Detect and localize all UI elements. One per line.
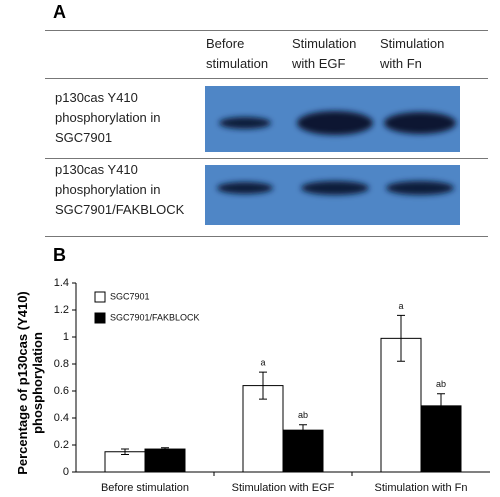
legend-label: SGC7901	[110, 291, 150, 301]
panel-label: B	[53, 245, 66, 265]
chart: 0 0.2 0.4 0.6 0.8 1 1.2 1.4 Before stimulation St…	[54, 277, 490, 494]
y-tick-label: 1.2	[54, 304, 69, 316]
blot	[205, 165, 460, 225]
row-header: p130cas Y410 phosphorylation in SGC7901/…	[55, 162, 185, 217]
error-bar	[299, 424, 307, 437]
rule	[45, 236, 488, 237]
error-bar	[397, 314, 405, 362]
bar	[242, 385, 284, 473]
legend-swatch	[94, 312, 106, 324]
error-bar	[161, 447, 169, 451]
blot	[205, 86, 460, 152]
significance-label: ab	[298, 410, 308, 420]
row-header: p130cas Y410 phosphorylation in SGC7901	[55, 90, 161, 145]
legend-label: SGC7901/FAKBLOCK	[110, 312, 200, 322]
bar	[144, 448, 186, 473]
y-tick-label: 0.6	[54, 385, 69, 397]
y-tick-label: 0	[63, 466, 69, 478]
error-bar	[121, 448, 129, 455]
error-bar	[259, 371, 267, 400]
x-tick-label: Before stimulation	[101, 482, 189, 494]
y-tick-label: 0.8	[54, 358, 69, 370]
panel-label: A	[53, 2, 66, 22]
legend-swatch	[94, 291, 106, 303]
bar	[282, 429, 324, 473]
column-header: Stimulation with Fn	[380, 36, 445, 71]
significance-label: a	[398, 301, 403, 311]
x-tick-label: Stimulation with Fn	[375, 482, 468, 494]
y-tick-label: 0.4	[54, 412, 69, 424]
y-tick-label: 1.4	[54, 277, 69, 289]
rule	[45, 78, 488, 79]
column-header: Stimulation with EGF	[292, 36, 357, 71]
y-tick-label: 0.2	[54, 439, 69, 451]
x-tick-label: Stimulation with EGF	[232, 482, 335, 494]
y-tick-label: 1	[63, 331, 69, 343]
error-bar	[437, 393, 445, 419]
rule	[45, 158, 488, 159]
rule	[45, 30, 488, 31]
significance-label: a	[260, 357, 265, 367]
column-header: Before stimulation	[206, 36, 269, 71]
significance-label: ab	[436, 379, 446, 389]
